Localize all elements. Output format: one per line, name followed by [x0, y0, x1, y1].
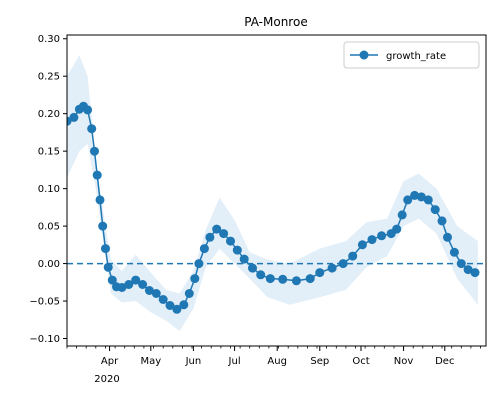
x-tick-label: Oct: [352, 356, 369, 367]
growth-rate-point-5: [87, 124, 97, 134]
growth-rate-point-25: [190, 274, 200, 284]
growth-rate-point-9: [98, 221, 108, 231]
growth-rate-point-30: [219, 229, 229, 239]
growth-rate-point-56: [443, 232, 452, 242]
growth-rate-point-41: [327, 263, 337, 273]
legend-label-growth-rate: growth_rate: [386, 51, 446, 62]
growth-rate-point-16: [131, 275, 141, 285]
growth-rate-point-7: [92, 170, 102, 180]
y-tick-label: 0.00: [38, 259, 60, 270]
y-tick-label: 0.15: [38, 147, 60, 158]
growth-rate-point-12: [107, 275, 117, 285]
growth-rate-point-40: [315, 268, 325, 278]
x-tick-label: Sep: [310, 356, 329, 367]
x-axis: Apr May Jun Jul Aug Sep Oct Nov Dec: [66, 346, 481, 367]
confidence-band: [67, 55, 478, 331]
growth-rate-point-14: [117, 283, 127, 292]
growth-rate-point-37: [278, 274, 288, 284]
growth-rate-point-19: [151, 289, 161, 298]
y-tick-label: 0.30: [38, 34, 60, 45]
growth-rate-point-11: [103, 262, 113, 272]
growth-rate-point-58: [456, 259, 466, 269]
growth-rate-point-18: [144, 286, 154, 295]
growth-rate-point-35: [256, 270, 266, 280]
legend: growth_rate: [343, 41, 480, 69]
growth-rate-point-28: [205, 232, 215, 242]
growth-rate-point-20: [158, 295, 168, 304]
growth-rate-point-23: [179, 300, 189, 310]
growth-rate-point-21: [165, 301, 175, 310]
growth-rate-point-1: [69, 112, 79, 122]
growth-rate-point-57: [449, 247, 459, 257]
growth-rate-point-10: [101, 244, 110, 254]
y-tick-label: 0.05: [38, 222, 60, 233]
legend-marker-swatch: [359, 50, 369, 60]
growth-rate-point-44: [357, 240, 367, 250]
growth-rate-point-27: [199, 244, 209, 254]
growth-rate-point-52: [416, 192, 426, 202]
x-tick-label: Nov: [394, 356, 414, 367]
growth-rate-point-8: [95, 195, 105, 205]
x-tick-label: Aug: [267, 356, 287, 367]
growth-rate-point-24: [184, 289, 194, 298]
growth-rate-point-45: [367, 235, 377, 245]
x-tick-label: May: [140, 356, 161, 367]
growth-rate-point-55: [437, 216, 447, 226]
legend-box: [343, 41, 480, 69]
growth-rate-point-31: [226, 236, 235, 246]
growth-rate-point-22: [172, 304, 182, 314]
growth-rate-point-6: [90, 146, 99, 156]
x-tick-label: Apr: [101, 356, 119, 367]
growth-rate-point-54: [430, 205, 440, 215]
growth-rate-point-59: [463, 265, 473, 275]
growth-rate-point-15: [124, 280, 134, 289]
growth-rate-point-48: [392, 224, 402, 234]
growth-rate-point-36: [265, 274, 275, 284]
growth-rate-point-49: [397, 210, 407, 220]
growth-rate-point-53: [423, 195, 433, 205]
growth-rate-point-46: [377, 231, 387, 241]
growth-rate-point-17: [138, 280, 148, 289]
growth-rate-point-42: [338, 259, 348, 269]
y-axis: −0.10 −0.05 0.00 0.05 0.10 0.15 0.20 0.25 0.30: [29, 34, 67, 345]
growth-rate-point-4: [83, 105, 93, 115]
y-tick-label: −0.10: [29, 334, 60, 345]
growth-rate-point-29: [212, 224, 222, 234]
confidence-band-layer: [67, 55, 478, 331]
growth-rate-point-38: [291, 276, 301, 286]
growth-rate-point-33: [239, 254, 249, 264]
x-tick-label: Jul: [228, 356, 241, 367]
y-tick-label: 0.20: [38, 109, 60, 120]
growth-rate-point-50: [403, 195, 413, 205]
growth-rate-point-34: [248, 263, 257, 273]
plot-frame: [66, 34, 487, 347]
x-tick-label: Dec: [435, 356, 454, 367]
growth-rate-point-51: [410, 190, 420, 200]
chart-title: PA-Monroe: [244, 15, 307, 29]
growth-rate-point-43: [348, 251, 358, 261]
growth-rate-point-32: [232, 245, 242, 255]
y-tick-label: 0.25: [38, 72, 60, 83]
growth-rate-point-60: [470, 268, 480, 278]
growth-rate-point-39: [305, 274, 315, 284]
x-year-label: 2020: [94, 374, 119, 385]
y-tick-label: −0.05: [29, 297, 60, 308]
x-tick-label: Jun: [185, 356, 202, 367]
growth-rate-point-26: [194, 259, 204, 269]
series-layer: [67, 101, 480, 314]
y-tick-label: 0.10: [38, 184, 60, 195]
